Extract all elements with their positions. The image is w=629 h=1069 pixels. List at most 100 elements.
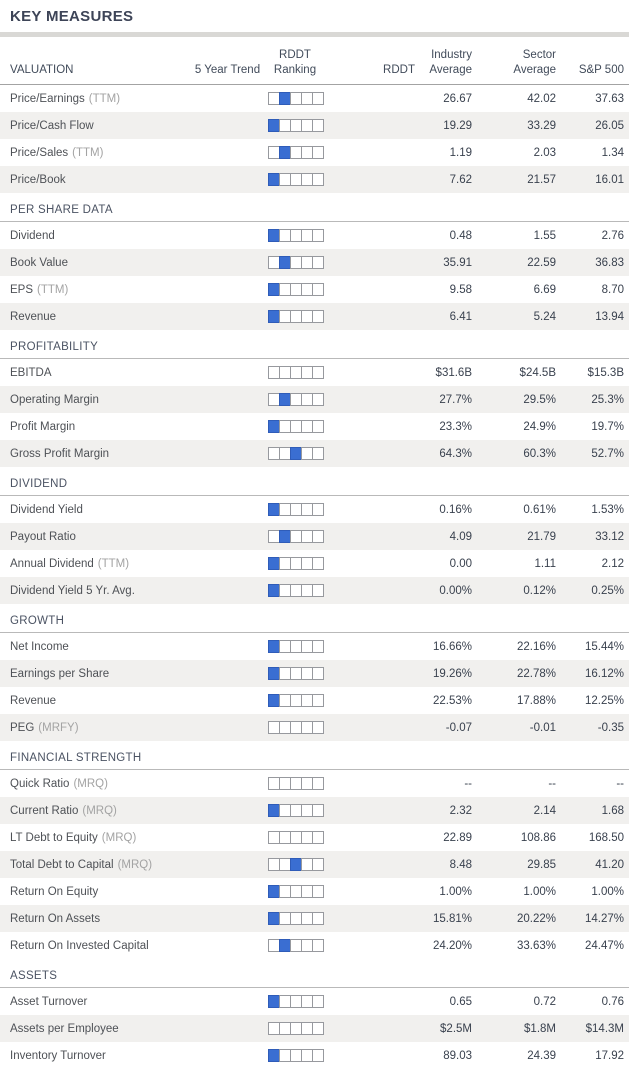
sector-average-value: 33.63%	[516, 939, 556, 952]
ranking-widget	[267, 640, 324, 653]
industry-average-value: 1.00%	[439, 885, 472, 898]
ranking-box	[311, 885, 324, 898]
ranking-box	[311, 1049, 324, 1062]
ranking-widget	[267, 1049, 324, 1062]
sector-average-value: $1.8M	[524, 1022, 556, 1035]
industry-average-value: 89.03	[443, 1049, 472, 1062]
section-header: ASSETS	[0, 963, 629, 988]
sp500-value: $14.3M	[585, 1022, 624, 1035]
metric-label: Inventory Turnover	[10, 1049, 106, 1062]
sp500-value: 24.47%	[584, 939, 624, 952]
ranking-widget	[267, 804, 324, 817]
sp500-value: 19.7%	[591, 420, 624, 433]
table-row: Return On Equity 1.00% 1.00% 1.00%	[0, 878, 629, 905]
sector-average-value: 0.12%	[523, 584, 556, 597]
ranking-widget	[267, 885, 324, 898]
table-row: Quick Ratio (MRQ) -- -- --	[0, 770, 629, 797]
industry-average-value: 1.19	[449, 146, 472, 159]
table-row: Dividend Yield 5 Yr. Avg. 0.00% 0.12% 0.…	[0, 577, 629, 604]
industry-average-value: 23.3%	[439, 420, 472, 433]
ranking-box	[311, 858, 324, 871]
table-row: Return On Assets 15.81% 20.22% 14.27%	[0, 905, 629, 932]
table-row: Asset Turnover 0.65 0.72 0.76	[0, 988, 629, 1015]
metric-label: Net Income	[10, 640, 69, 653]
industry-average-value: 16.66%	[432, 640, 472, 653]
ranking-widget	[267, 146, 324, 159]
sp500-value: 0.76	[601, 995, 624, 1008]
section-header: PROFITABILITY	[0, 334, 629, 359]
metric-label: Assets per Employee	[10, 1022, 119, 1035]
industry-average-value: 24.20%	[432, 939, 472, 952]
ranking-box	[311, 366, 324, 379]
sp500-value: 14.27%	[584, 912, 624, 925]
industry-average-value: --	[464, 777, 472, 790]
industry-average-value: 15.81%	[432, 912, 472, 925]
table-row: Dividend Yield 0.16% 0.61% 1.53%	[0, 496, 629, 523]
industry-average-value: 22.53%	[432, 694, 472, 707]
metric-label: Profit Margin	[10, 420, 76, 433]
table-row: Price/Earnings (TTM) 26.67 42.02 37.63	[0, 85, 629, 112]
ranking-widget	[267, 530, 324, 543]
sp500-value: 16.12%	[584, 667, 624, 680]
industry-average-value: 19.29	[443, 119, 472, 132]
metric-label: PEG	[10, 721, 35, 734]
sector-average-value: 17.88%	[516, 694, 556, 707]
sector-average-value: 0.61%	[523, 503, 556, 516]
table-row: Profit Margin 23.3% 24.9% 19.7%	[0, 413, 629, 440]
ranking-widget	[267, 393, 324, 406]
ranking-box	[311, 640, 324, 653]
table-row: Earnings per Share 19.26% 22.78% 16.12%	[0, 660, 629, 687]
ranking-widget	[267, 777, 324, 790]
table-row: Current Ratio (MRQ) 2.32 2.14 1.68	[0, 797, 629, 824]
sp500-value: $15.3B	[587, 366, 624, 379]
industry-average-value: 0.00%	[439, 584, 472, 597]
sector-average-value: 0.72	[533, 995, 556, 1008]
table-row: Assets per Employee $2.5M $1.8M $14.3M	[0, 1015, 629, 1042]
table-row: Revenue 22.53% 17.88% 12.25%	[0, 687, 629, 714]
sector-average-value: --	[548, 777, 556, 790]
metric-label: Quick Ratio	[10, 777, 70, 790]
sector-average-value: 6.69	[533, 283, 556, 296]
sector-average-value: 22.78%	[516, 667, 556, 680]
industry-average-value: 0.65	[449, 995, 472, 1008]
ranking-box	[311, 831, 324, 844]
industry-average-value: $2.5M	[440, 1022, 472, 1035]
sp500-value: 15.44%	[584, 640, 624, 653]
sector-average-value: 22.59	[527, 256, 556, 269]
ranking-widget	[267, 557, 324, 570]
sp500-value: 13.94	[595, 310, 624, 323]
metric-label: Current Ratio	[10, 804, 79, 817]
industry-average-value: 8.48	[449, 858, 472, 871]
sector-average-value: 29.85	[527, 858, 556, 871]
sp500-value: 16.01	[595, 173, 624, 186]
metric-period-suffix: (TTM)	[88, 92, 121, 105]
table-row: EBITDA $31.6B $24.5B $15.3B	[0, 359, 629, 386]
sp500-value: 8.70	[601, 283, 624, 296]
ranking-box	[311, 229, 324, 242]
ranking-box	[311, 777, 324, 790]
column-header-5-year-trend: 5 Year Trend	[194, 64, 261, 76]
column-header-section: VALUATION	[0, 48, 190, 78]
column-header-sector-average: Sector Average	[513, 49, 556, 76]
ranking-box	[311, 393, 324, 406]
table-row: EPS (TTM) 9.58 6.69 8.70	[0, 276, 629, 303]
sector-average-value: 2.14	[533, 804, 556, 817]
metric-label: Dividend Yield	[10, 503, 83, 516]
section-header: GROWTH	[0, 608, 629, 633]
ranking-box	[311, 667, 324, 680]
ranking-widget	[267, 173, 324, 186]
sp500-value: 1.00%	[591, 885, 624, 898]
ranking-widget	[267, 721, 324, 734]
column-header-industry-average: Industry Average	[429, 49, 472, 76]
metric-period-suffix: (TTM)	[37, 283, 69, 296]
ranking-widget	[267, 420, 324, 433]
metric-label: Annual Dividend	[10, 557, 94, 570]
ranking-box	[311, 804, 324, 817]
ranking-box	[311, 310, 324, 323]
ranking-widget	[267, 694, 324, 707]
ranking-box	[311, 939, 324, 952]
industry-average-value: 0.16%	[439, 503, 472, 516]
sp500-value: 17.92	[595, 1049, 624, 1062]
sector-average-value: 1.00%	[523, 885, 556, 898]
metric-period-suffix: (TTM)	[97, 557, 130, 570]
